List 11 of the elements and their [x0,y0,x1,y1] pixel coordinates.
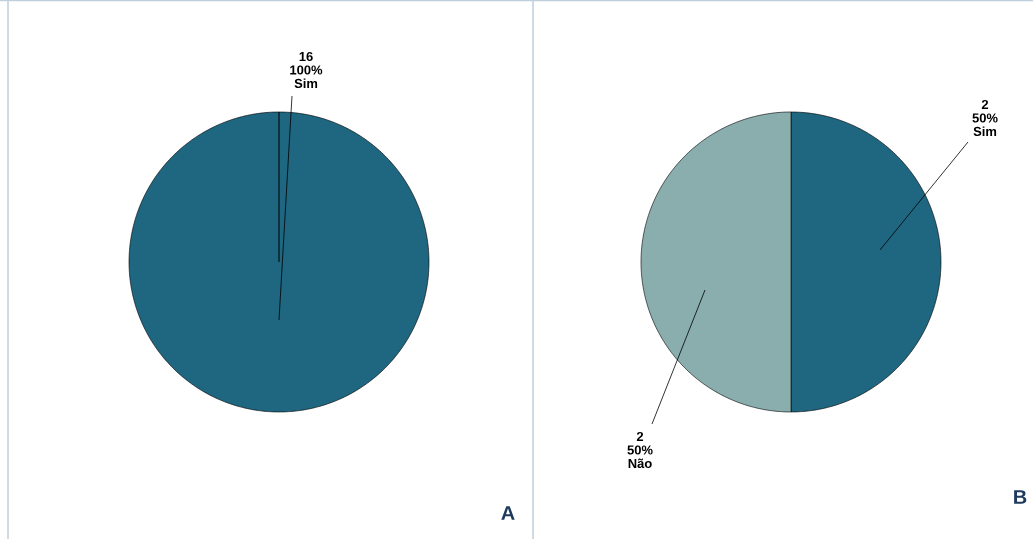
text: B [1014,490,1027,504]
slice-label: Não [628,458,652,469]
data-label: 100% [290,65,323,75]
text: 16 [299,51,313,62]
data-label: 50% [627,445,653,455]
data-label: 50% [972,113,998,123]
text: A [501,506,515,520]
slice-label: Sim [294,78,318,89]
slice-label: Sim [973,126,997,137]
text: 2 [981,99,989,109]
text: 2 [636,431,644,441]
